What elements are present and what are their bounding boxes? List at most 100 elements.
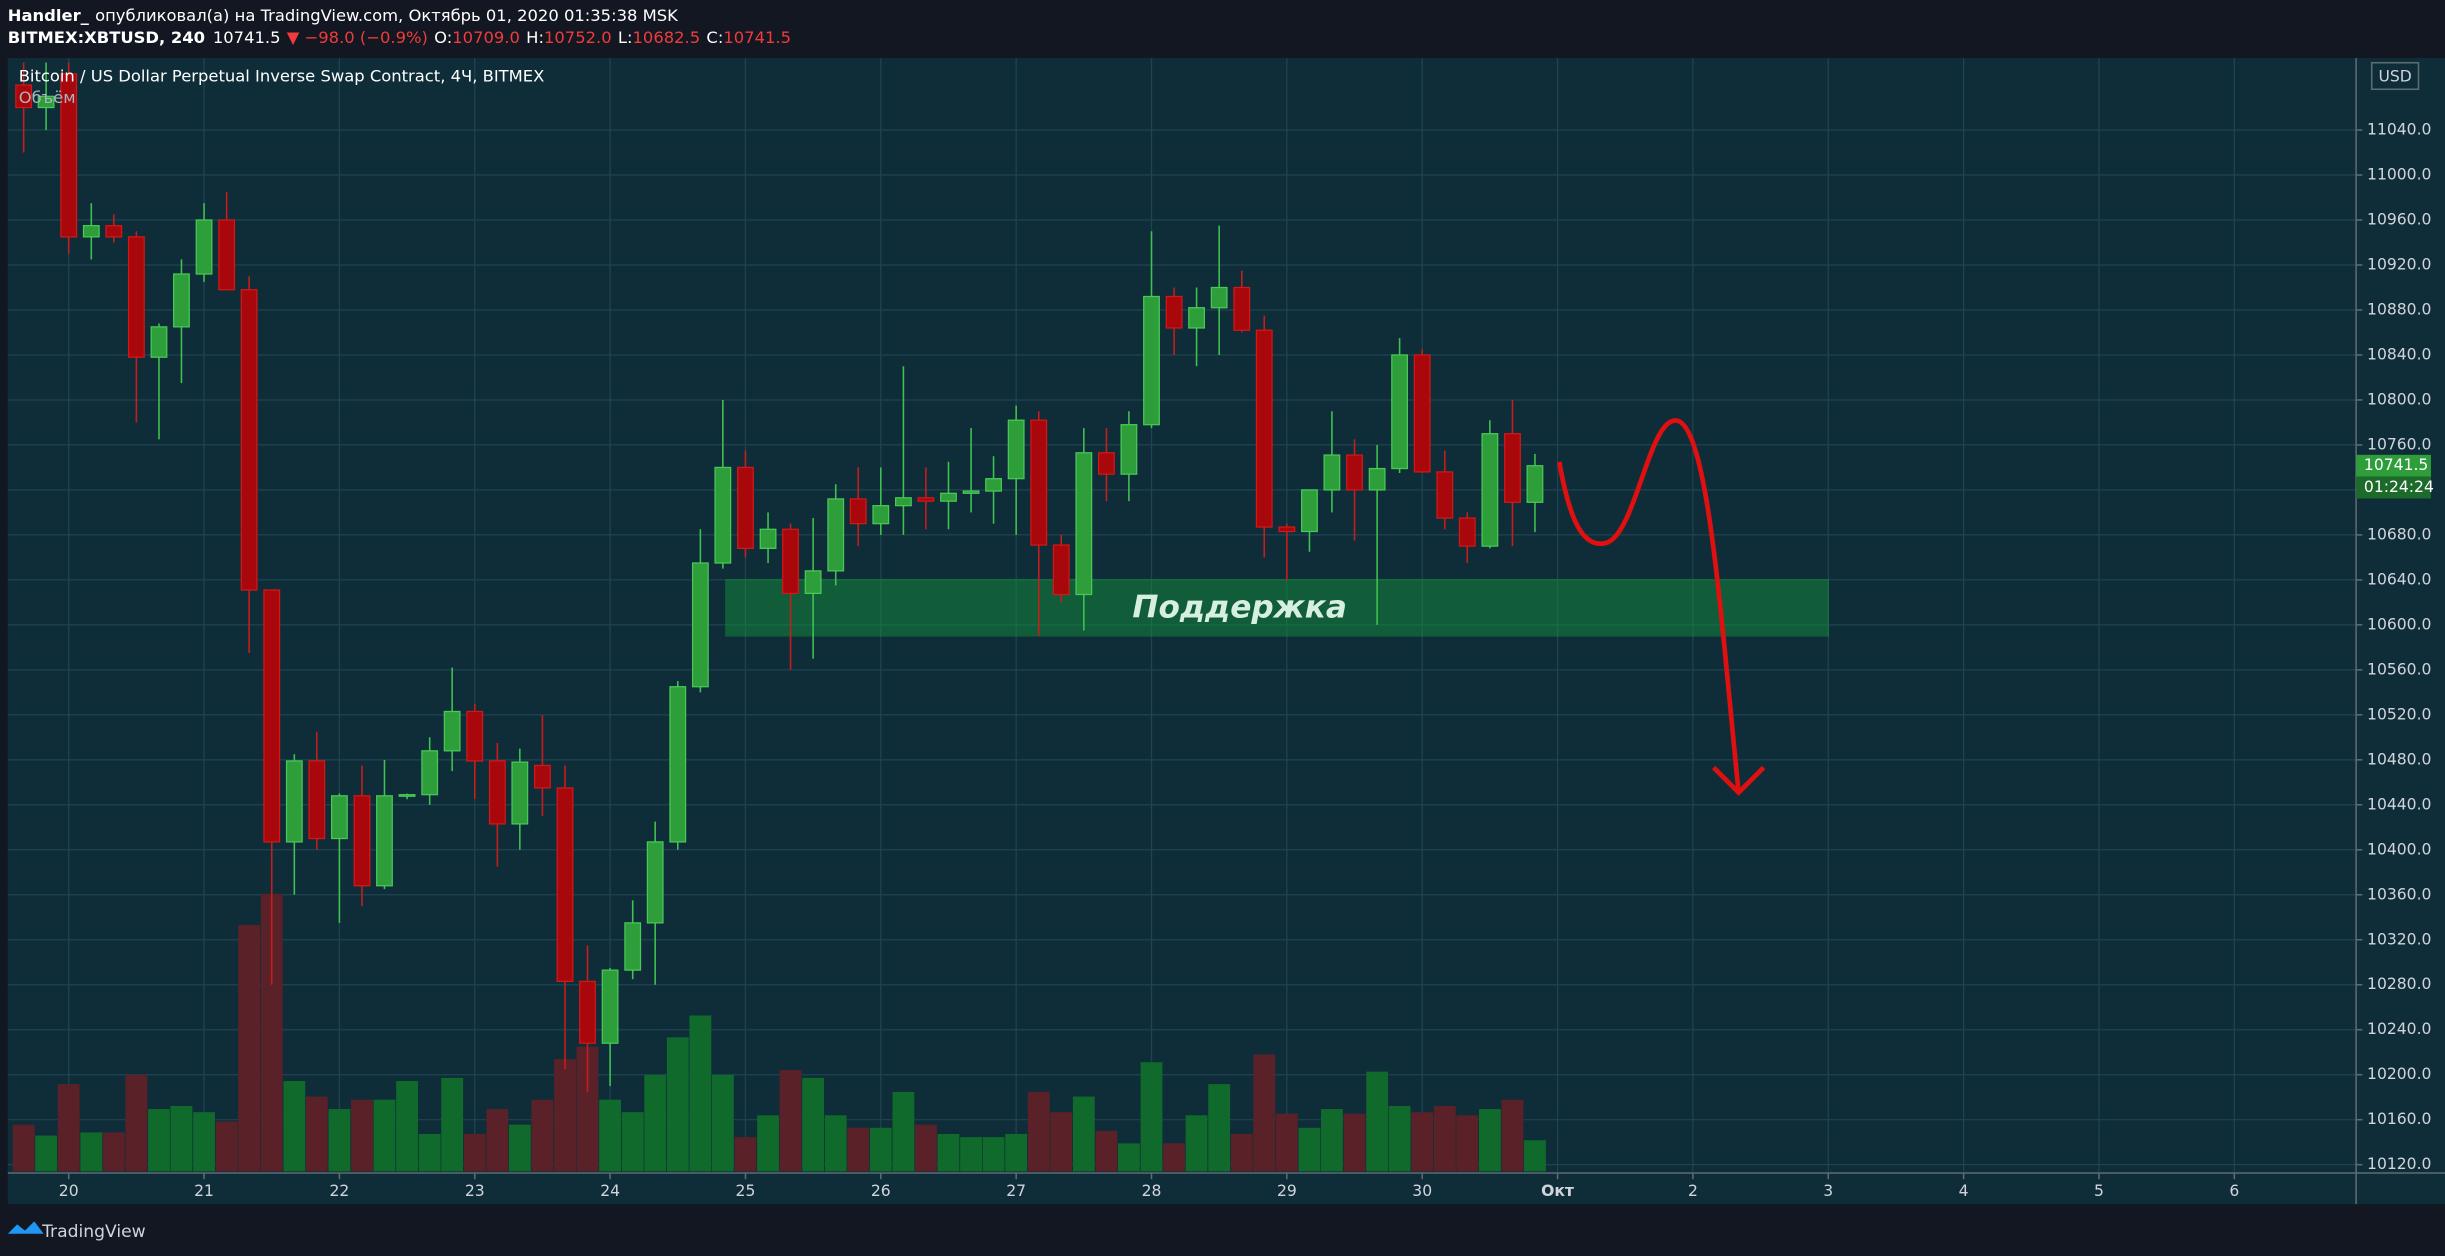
candle-body xyxy=(195,219,213,275)
ohlc-value: 10741.5 xyxy=(723,27,791,46)
candle-body xyxy=(714,466,732,564)
candle-body xyxy=(1030,419,1048,546)
candle-body xyxy=(1210,286,1228,309)
volume-bar xyxy=(35,1135,58,1172)
volume-bar xyxy=(1095,1130,1118,1172)
volume-bar xyxy=(1027,1091,1050,1172)
volume-bar xyxy=(644,1074,667,1172)
ohlc-value: 10752.0 xyxy=(544,27,612,46)
candle-body xyxy=(466,710,484,762)
volume-bar xyxy=(463,1133,486,1172)
candle-body xyxy=(173,273,190,328)
volume-bar xyxy=(170,1105,193,1172)
volume-bar xyxy=(1275,1113,1298,1172)
x-tick-label: 20 xyxy=(59,1182,79,1200)
volume-bar xyxy=(1321,1109,1343,1172)
candle-body xyxy=(127,236,145,358)
volume-bar xyxy=(1117,1143,1140,1172)
x-tick-label: 28 xyxy=(1142,1182,1162,1200)
currency-box[interactable] xyxy=(2370,61,2420,91)
logo xyxy=(7,1221,44,1234)
x-tick-label: 26 xyxy=(871,1182,891,1200)
x-tick-label: 29 xyxy=(1277,1182,1297,1200)
candle-body xyxy=(917,497,935,502)
candle-body xyxy=(1413,354,1431,473)
volume-bar xyxy=(847,1127,870,1172)
candle-body xyxy=(646,841,664,924)
volume-bar xyxy=(1433,1105,1456,1172)
volume-bar xyxy=(711,1074,734,1172)
volume-bar xyxy=(689,1015,712,1172)
volume-bar xyxy=(283,1080,306,1172)
candles-layer xyxy=(15,62,1544,1092)
candle-body xyxy=(1346,454,1363,491)
brand[interactable]: TradingView xyxy=(41,1222,146,1242)
y-tick-label: 10200.0 xyxy=(2367,1065,2431,1083)
ohlc-key: O: xyxy=(434,27,452,46)
candle-body xyxy=(1391,354,1409,470)
volume-bar xyxy=(1005,1133,1028,1172)
volume-bar xyxy=(351,1099,373,1172)
last-price: 10741.5 xyxy=(213,27,281,46)
candle-body xyxy=(1278,526,1296,533)
candle-body xyxy=(285,760,303,843)
candle-body xyxy=(353,795,371,887)
ohlc-key: C: xyxy=(706,27,723,46)
candle-body xyxy=(1075,452,1093,596)
candle-body xyxy=(556,787,574,982)
user: Handler_ xyxy=(8,5,90,24)
candle-body xyxy=(82,225,100,238)
candle-body xyxy=(759,528,777,550)
candle-body xyxy=(624,922,642,971)
currency[interactable]: USD xyxy=(2378,67,2411,85)
volume-bar xyxy=(960,1137,982,1172)
support-zone xyxy=(725,578,1830,637)
x-tick-label: 30 xyxy=(1412,1182,1432,1200)
y-tick-label: 10240.0 xyxy=(2367,1020,2431,1038)
candle-body xyxy=(1052,544,1070,596)
candle-body xyxy=(1481,433,1499,547)
published: опубликовал(а) на TradingView.com, Октяб… xyxy=(95,5,679,24)
x-tick-label: 24 xyxy=(600,1182,620,1200)
candle-body xyxy=(511,761,529,825)
y-tick-label: 10400.0 xyxy=(2367,840,2431,858)
chart-title: Bitcoin / US Dollar Perpetual Inverse Sw… xyxy=(19,66,545,85)
candle-body xyxy=(1188,307,1205,329)
header-line: Handler_ опубликовал(а) на TradingView.co… xyxy=(8,5,679,24)
y-tick-label: 10680.0 xyxy=(2367,525,2431,543)
y-tick-label: 10360.0 xyxy=(2367,885,2431,903)
volume-bar xyxy=(1478,1109,1501,1172)
volume-bar xyxy=(148,1109,170,1172)
candle-body xyxy=(398,794,416,797)
x-tick-label: 23 xyxy=(465,1182,485,1200)
volume-bar xyxy=(1298,1127,1321,1172)
volume-bar xyxy=(621,1112,644,1172)
y-tick-label: 10560.0 xyxy=(2367,660,2431,678)
candle-body xyxy=(105,225,123,238)
candle-body xyxy=(1233,286,1251,331)
volume-bar xyxy=(260,893,283,1172)
volume-bar xyxy=(757,1115,779,1172)
x-tick-label: 27 xyxy=(1006,1182,1026,1200)
x-tick-label: 21 xyxy=(194,1182,214,1200)
candle-body xyxy=(1323,454,1341,491)
volume-bar xyxy=(576,1046,599,1172)
volume-bar xyxy=(1208,1084,1231,1172)
candle-body xyxy=(37,95,55,109)
volume-bar xyxy=(328,1109,351,1172)
volume-bar xyxy=(193,1112,215,1172)
volume-bar xyxy=(982,1137,1005,1172)
candle-body xyxy=(60,73,78,238)
y-tick-label: 10440.0 xyxy=(2367,795,2431,813)
candle-body xyxy=(308,760,326,840)
volume-bar xyxy=(418,1133,441,1172)
change: ▼ −98.0 (−0.9%) xyxy=(287,27,428,46)
candle-body xyxy=(827,498,845,572)
candle-body xyxy=(737,466,754,550)
ohlc-key: H: xyxy=(526,27,544,46)
volume-bar xyxy=(779,1070,802,1172)
volume-bar xyxy=(1411,1112,1434,1172)
candle-body xyxy=(1458,517,1476,547)
candle-body xyxy=(1098,452,1115,475)
volume-bar xyxy=(824,1115,847,1172)
